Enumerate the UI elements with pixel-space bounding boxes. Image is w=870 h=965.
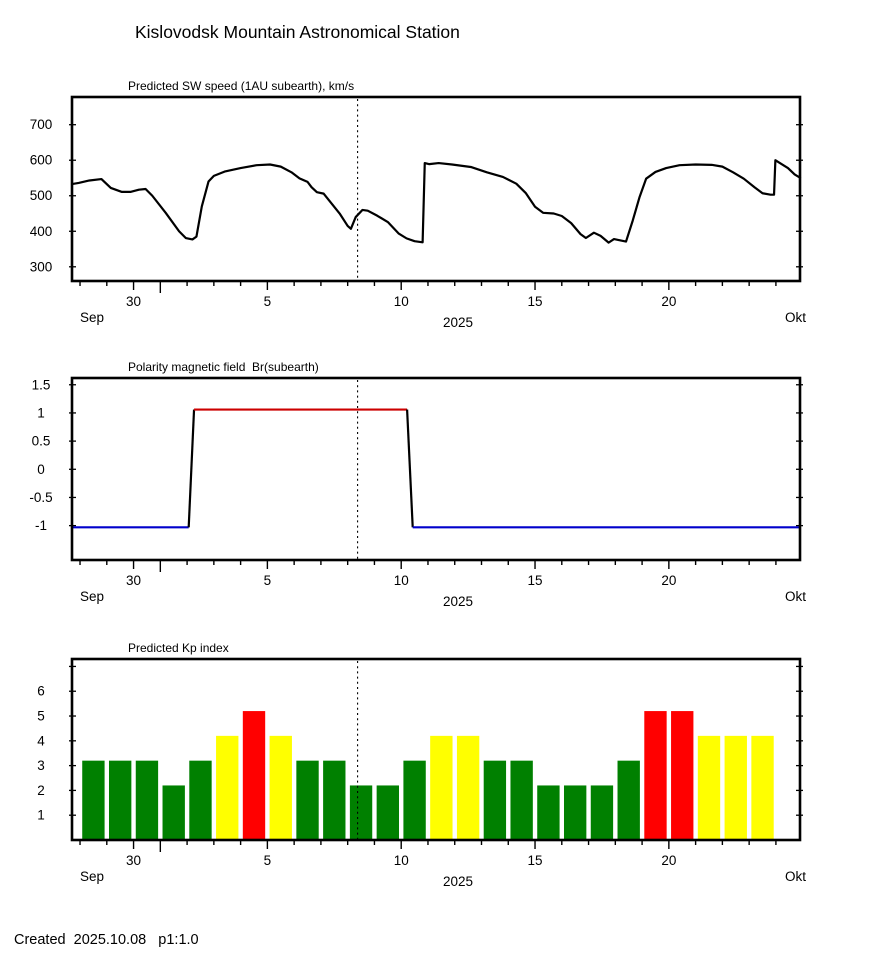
y-tick-label: 600 bbox=[30, 153, 53, 168]
x-tick-label: 20 bbox=[661, 573, 676, 588]
x-tick-label: 5 bbox=[264, 853, 272, 868]
y-tick-label: 6 bbox=[37, 684, 45, 699]
x-tick-label: 15 bbox=[528, 573, 543, 588]
x-tick-label: 5 bbox=[264, 573, 272, 588]
x-tick-label: 30 bbox=[126, 853, 141, 868]
y-tick-label: 500 bbox=[30, 188, 53, 203]
x-tick-label: 10 bbox=[394, 853, 409, 868]
y-tick-label: 1 bbox=[37, 808, 45, 823]
plot-border bbox=[70, 657, 802, 842]
kp-bar bbox=[456, 735, 480, 840]
kp-bar bbox=[323, 760, 346, 840]
kp-bar bbox=[430, 735, 453, 840]
x-tick-label: 30 bbox=[126, 294, 141, 309]
kp-bar bbox=[483, 760, 507, 840]
kp-bar bbox=[349, 785, 373, 840]
x-tick-label: 10 bbox=[394, 573, 409, 588]
y-tick-label: 400 bbox=[30, 224, 53, 239]
x-tick-label: 30 bbox=[126, 573, 141, 588]
x-tick-label: 10 bbox=[394, 294, 409, 309]
kp-bar bbox=[403, 760, 426, 840]
y-tick-label: 5 bbox=[37, 709, 45, 724]
y-tick-label: 0.5 bbox=[32, 434, 51, 449]
x-tick-label: 20 bbox=[661, 294, 676, 309]
kp-bar bbox=[135, 760, 159, 840]
kp-bar bbox=[269, 735, 292, 840]
kp-bar bbox=[671, 711, 694, 840]
x-tick-label: 15 bbox=[528, 294, 543, 309]
transition-down-segment bbox=[405, 409, 414, 528]
kp-bar bbox=[537, 785, 560, 840]
kp-bar bbox=[563, 785, 587, 840]
month-label-left: Sep bbox=[80, 589, 104, 604]
x-tick-label: 15 bbox=[528, 853, 543, 868]
y-tick-label: -0.5 bbox=[29, 490, 52, 505]
transition-up-segment bbox=[187, 409, 196, 528]
polarity-chart: Polarity magnetic field Br(subearth) -1 -0… bbox=[29, 360, 806, 609]
kp-bar bbox=[617, 760, 640, 840]
kp-index-title: Predicted Kp index bbox=[128, 641, 229, 655]
month-label-left: Sep bbox=[80, 310, 104, 325]
plot-border bbox=[70, 376, 802, 562]
y-tick-label: 4 bbox=[37, 733, 45, 748]
kp-bar bbox=[510, 760, 533, 840]
x-tick-label: 5 bbox=[264, 294, 272, 309]
sw-speed-series-line bbox=[70, 159, 802, 244]
kp-index-chart: Predicted Kp index 1 2 3 4 5 6 30 5 10 15 20 Sep Okt 2… bbox=[37, 641, 806, 889]
year-label: 2025 bbox=[443, 315, 473, 330]
kp-bar bbox=[724, 735, 747, 840]
y-tick-label: -1 bbox=[35, 518, 47, 533]
month-label-right: Okt bbox=[785, 310, 806, 325]
kp-bar bbox=[82, 760, 105, 840]
y-tick-label: 2 bbox=[37, 783, 45, 798]
polarity-title: Polarity magnetic field Br(subearth) bbox=[128, 360, 319, 374]
y-tick-label: 3 bbox=[37, 758, 45, 773]
kp-bar bbox=[216, 735, 239, 840]
plot-border bbox=[70, 95, 802, 283]
y-tick-label: 1 bbox=[37, 405, 45, 420]
kp-bar bbox=[376, 785, 400, 840]
month-label-right: Okt bbox=[785, 589, 806, 604]
sw-speed-title: Predicted SW speed (1AU subearth), km/s bbox=[128, 79, 354, 93]
kp-bar bbox=[751, 735, 774, 840]
kp-bar bbox=[296, 760, 319, 840]
page-title: Kislovodsk Mountain Astronomical Station bbox=[135, 22, 460, 42]
created-footer: Created 2025.10.08 p1:1.0 bbox=[14, 932, 199, 948]
kp-bar bbox=[644, 711, 667, 840]
kp-bar bbox=[242, 711, 266, 840]
kp-bar bbox=[162, 785, 185, 840]
y-tick-label: 0 bbox=[37, 462, 45, 477]
y-tick-label: 700 bbox=[30, 117, 53, 132]
kp-bar bbox=[697, 735, 721, 840]
y-tick-label: 300 bbox=[30, 259, 53, 274]
month-label-right: Okt bbox=[785, 869, 806, 884]
kp-bar bbox=[590, 785, 614, 840]
kp-bar bbox=[108, 760, 132, 840]
sw-speed-chart: Predicted SW speed (1AU subearth), km/s 3… bbox=[30, 79, 807, 330]
year-label: 2025 bbox=[443, 874, 473, 889]
y-tick-label: 1.5 bbox=[32, 377, 51, 392]
year-label: 2025 bbox=[443, 594, 473, 609]
kp-bar bbox=[189, 760, 212, 840]
month-label-left: Sep bbox=[80, 869, 104, 884]
x-tick-label: 20 bbox=[661, 853, 676, 868]
